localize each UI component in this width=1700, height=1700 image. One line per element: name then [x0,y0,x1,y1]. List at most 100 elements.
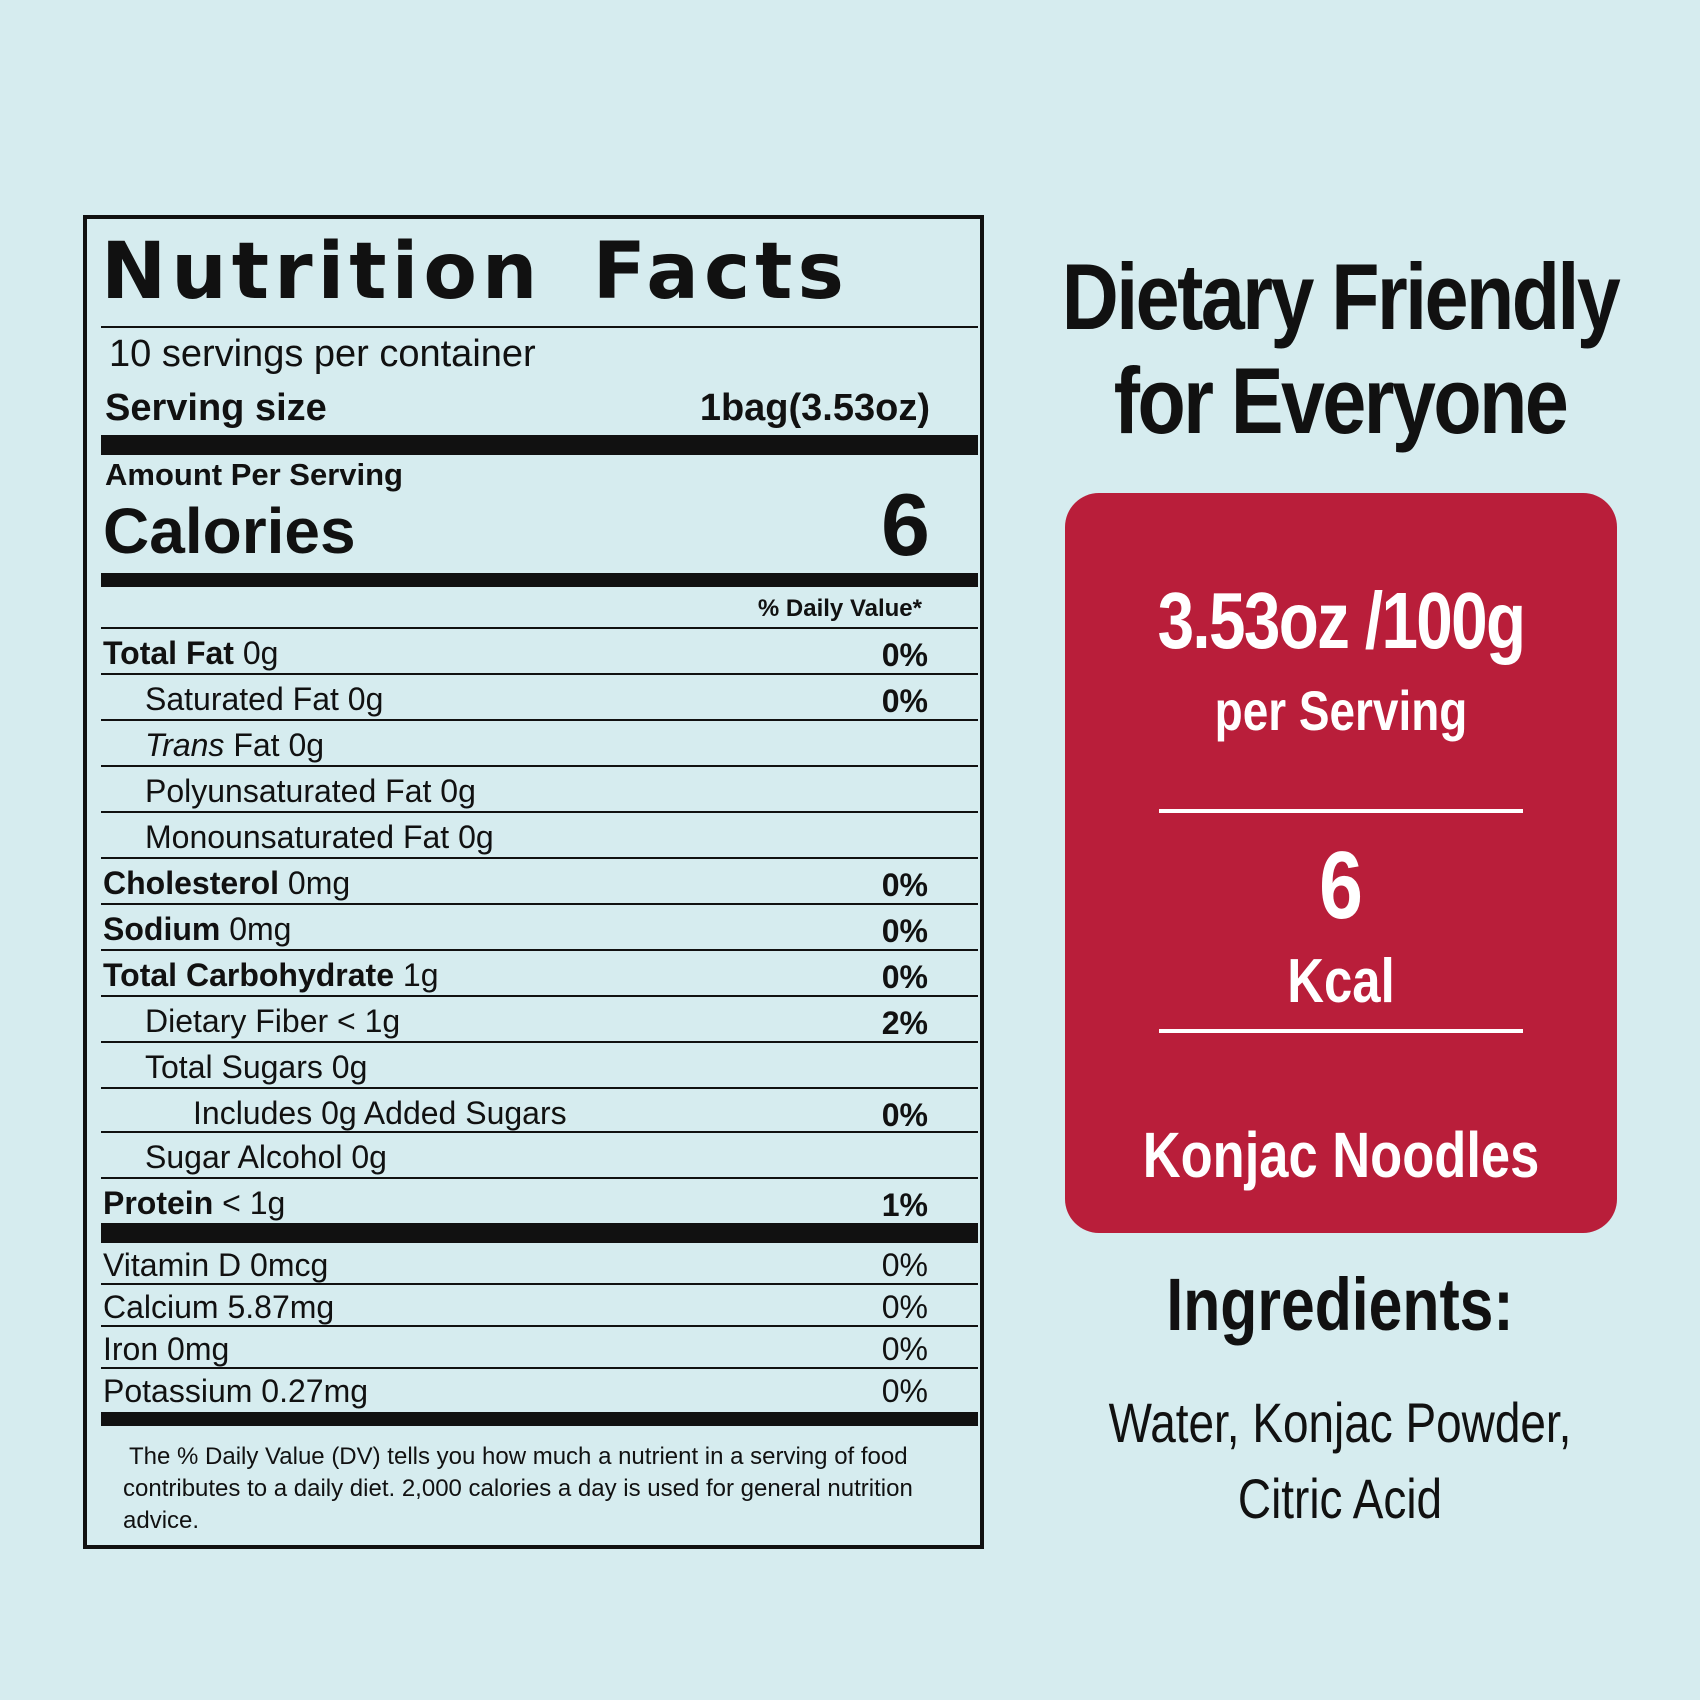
nutrient-row: Trans Fat 0g [101,721,978,767]
nutrient-row: Dietary Fiber < 1g 2% [101,997,978,1043]
row-divider [101,903,978,905]
nutrient-row: Protein < 1g 1% [101,1179,978,1225]
nutrient-row: Saturated Fat 0g 0% [101,675,978,721]
promo-title: Dietary Friendly for Everyone [1054,245,1625,453]
daily-value-header: % Daily Value* [757,595,922,622]
nutrient-name: Dietary Fiber < 1g [145,1003,400,1040]
kcal-unit: Kcal [1287,947,1395,1016]
row-divider [101,949,978,951]
nutrient-name: Polyunsaturated Fat 0g [145,773,476,810]
nutrient-amount: 0g [233,635,279,671]
amount-per-serving: Amount Per Serving [105,457,403,492]
highlight-card: 3.53oz /100g per Serving 6 Kcal Konjac N… [1065,493,1617,1233]
daily-value-percent: 0% [881,683,928,719]
nutrient-row: Total Carbohydrate 1g 0% [101,951,978,997]
row-divider [101,1367,978,1369]
row-divider [101,995,978,997]
nutrient-row: Sodium 0mg 0% [101,905,978,951]
nutrient-row: Sugar Alcohol 0g [101,1133,978,1179]
daily-value-percent: 0% [881,1289,928,1325]
nutrient-name: Total Sugars 0g [145,1049,367,1086]
nutrition-facts-title: Nutrition Facts [101,227,849,317]
vitamin-row: Vitamin D 0mcg 0% [101,1243,978,1285]
product-name: Konjac Noodles [1142,1119,1540,1191]
nutrient-name: Total Fat 0g [103,635,278,672]
nutrient-row: Cholesterol 0mg 0% [101,859,978,905]
nutrient-amount: 0mg [220,911,292,947]
daily-value-percent: 0% [881,959,928,995]
nutrient-amount: Includes 0g Added Sugars [193,1095,567,1131]
vitamin-row: Potassium 0.27mg 0% [101,1369,978,1411]
footnote-line: The % Daily Value (DV) tells you how muc… [129,1443,908,1470]
promo-title-line: for Everyone [1113,348,1569,453]
kcal-value: 6 [1319,832,1363,939]
row-divider [101,765,978,767]
nutrient-bold-label: Total Fat [103,635,234,671]
nutrient-amount: 0mg [279,865,351,901]
vitamin-name: Potassium 0.27mg [103,1373,369,1409]
daily-value-percent: 0% [881,1097,928,1133]
row-divider [101,1041,978,1043]
divider [101,627,978,629]
nutrient-bold-label: Cholesterol [103,865,280,901]
row-divider [101,1283,978,1285]
daily-value-percent: 0% [881,1373,928,1409]
nutrient-name: Saturated Fat 0g [145,681,383,718]
footnote: The % Daily Value (DV) tells you how muc… [123,1441,963,1537]
daily-value-percent: 0% [881,867,928,903]
nutrient-bold-label: Protein [103,1185,214,1221]
nutrient-amount: Saturated Fat 0g [145,681,384,717]
nutrition-facts-label: Nutrition Facts 10 servings per containe… [83,215,984,1549]
serving-size-label: Serving size [105,387,327,429]
nutrient-row: Includes 0g Added Sugars 0% [101,1089,978,1133]
row-divider [101,1131,978,1133]
vitamin-name: Calcium 5.87mg [103,1289,335,1325]
nutrient-amount: Total Sugars 0g [145,1049,368,1085]
nutrient-row: Total Fat 0g 0% [101,629,978,675]
card-divider [1159,1029,1523,1033]
nutrient-name: Monounsaturated Fat 0g [145,819,494,856]
promo-title-line: Dietary Friendly [1061,244,1621,349]
calories-value: 6 [881,475,930,574]
vitamin-name: Iron 0mg [103,1331,230,1367]
daily-value-percent: 0% [881,1331,928,1367]
serving-weight: 3.53oz /100g [1157,576,1526,665]
calories-label: Calories [103,495,356,567]
nutrient-italic-label: Trans [145,727,225,763]
row-divider [101,811,978,813]
thick-divider [101,435,978,455]
nutrient-name: Sugar Alcohol 0g [145,1139,387,1176]
vitamin-row: Calcium 5.87mg 0% [101,1285,978,1327]
row-divider [101,857,978,859]
nutrient-name: Trans Fat 0g [145,727,324,764]
nutrient-row: Total Sugars 0g [101,1043,978,1089]
nutrient-name: Sodium 0mg [103,911,291,948]
thick-divider [101,1223,978,1243]
nutrient-amount: 1g [394,957,439,993]
serving-size-value: 1bag(3.53oz) [699,387,930,429]
nutrient-amount: Fat 0g [224,727,325,763]
row-divider [101,719,978,721]
nutrient-amount: Monounsaturated Fat 0g [145,819,494,855]
nutrient-bold-label: Sodium [103,911,221,947]
servings-per-container: 10 servings per container [109,333,536,375]
divider [101,326,978,328]
daily-value-percent: 0% [881,637,928,673]
ingredients-title: Ingredients: [1166,1263,1514,1346]
nutrient-amount: Sugar Alcohol 0g [145,1139,387,1175]
nutrient-row: Polyunsaturated Fat 0g [101,767,978,813]
nutrient-amount: Dietary Fiber < 1g [145,1003,401,1039]
daily-value-percent: 1% [881,1187,928,1223]
daily-value-percent: 2% [881,1005,928,1041]
medium-divider [101,573,978,587]
nutrient-amount: < 1g [213,1185,286,1221]
footnote-line: advice. [123,1507,200,1534]
row-divider [101,1177,978,1179]
footnote-line: contributes to a daily diet. 2,000 calor… [123,1475,913,1502]
ingredients-list: Water, Konjac Powder, Citric Acid [1061,1385,1619,1537]
nutrient-name: Cholesterol 0mg [103,865,350,902]
row-divider [101,1325,978,1327]
row-divider [101,673,978,675]
vitamin-name: Vitamin D 0mcg [103,1247,329,1283]
nutrient-amount: Polyunsaturated Fat 0g [145,773,476,809]
